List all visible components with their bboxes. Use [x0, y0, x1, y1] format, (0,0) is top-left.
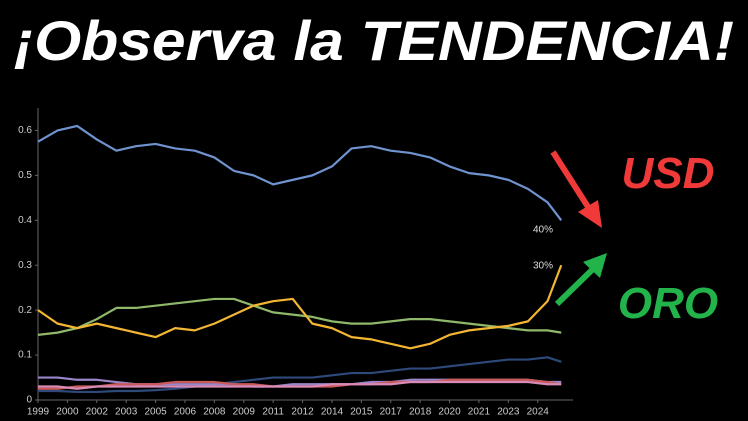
x-tick-label: 2023: [497, 407, 520, 418]
x-tick-label: 1999: [27, 407, 50, 418]
series-line: [37, 124, 563, 221]
x-tick-label: 2000: [56, 407, 79, 418]
y-tick-label: 0.6: [18, 125, 32, 136]
series-line: [38, 380, 562, 390]
series-line: [37, 297, 562, 336]
y-tick-label: 0.4: [18, 215, 32, 226]
x-tick-label: 2003: [115, 407, 138, 418]
annotation: ORO: [618, 279, 718, 328]
chart-title: ¡Observa la TENDENCIA!: [14, 9, 734, 72]
series-line: [37, 264, 563, 350]
arrow: [554, 265, 597, 307]
annotation: USD: [622, 149, 715, 198]
arrowhead: [583, 253, 607, 278]
y-tick-label: 0: [26, 395, 32, 406]
x-tick-label: 2015: [350, 407, 373, 418]
x-tick-label: 2021: [468, 407, 491, 418]
y-tick-label: 0.1: [18, 350, 32, 361]
x-tick-label: 2014: [321, 407, 344, 418]
series-line: [38, 356, 562, 394]
x-tick-label: 2009: [233, 407, 256, 418]
x-tick-label: 2024: [527, 407, 550, 418]
x-tick-label: 2017: [380, 407, 403, 418]
x-tick-label: 2002: [86, 407, 109, 418]
x-tick-label: 2005: [144, 407, 167, 418]
arrow: [550, 150, 593, 212]
y-tick-label: 0.3: [18, 260, 32, 271]
arrowhead: [578, 200, 602, 228]
annotation: 30%: [533, 261, 553, 272]
x-tick-label: 2012: [291, 407, 314, 418]
y-tick-label: 0.5: [18, 170, 32, 181]
x-tick-label: 2006: [174, 407, 197, 418]
x-tick-label: 2020: [438, 407, 461, 418]
annotation: 40%: [533, 225, 553, 236]
x-tick-label: 2018: [409, 407, 432, 418]
x-tick-label: 2008: [203, 407, 226, 418]
x-tick-label: 2011: [262, 407, 284, 418]
arrows: [550, 150, 607, 307]
y-tick-label: 0.2: [18, 305, 32, 316]
